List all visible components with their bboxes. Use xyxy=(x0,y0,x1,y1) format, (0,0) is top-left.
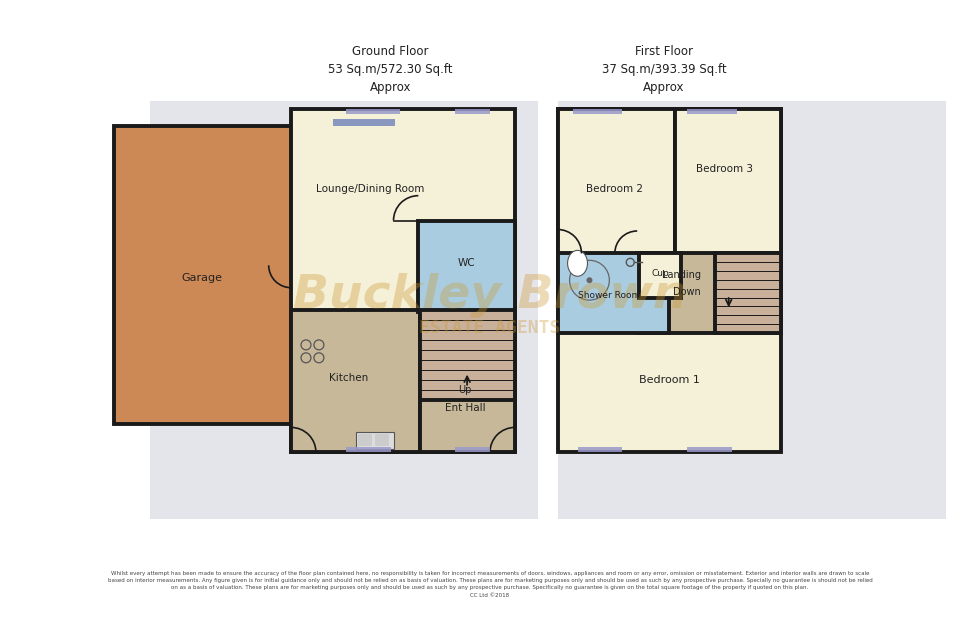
Bar xyxy=(150,101,538,519)
Bar xyxy=(346,447,391,453)
Text: Lounge/Dining Room: Lounge/Dining Room xyxy=(317,184,425,194)
Text: Bedroom 1: Bedroom 1 xyxy=(639,375,700,385)
Bar xyxy=(639,253,681,298)
Bar xyxy=(558,253,669,333)
Bar xyxy=(358,435,371,446)
Circle shape xyxy=(586,278,593,283)
Text: Ground Floor
53 Sq.m/572.30 Sq.ft
Approx: Ground Floor 53 Sq.m/572.30 Sq.ft Approx xyxy=(328,45,453,94)
Bar xyxy=(291,310,420,453)
Bar xyxy=(714,253,781,333)
Bar xyxy=(420,310,514,453)
Text: Ent Hall: Ent Hall xyxy=(445,403,485,413)
Bar xyxy=(455,109,490,114)
Bar xyxy=(558,101,946,519)
Bar xyxy=(572,109,622,114)
Text: Bedroom 3: Bedroom 3 xyxy=(696,164,754,174)
Bar xyxy=(675,109,781,256)
Text: WC: WC xyxy=(458,258,475,269)
Bar xyxy=(114,126,293,424)
Text: Cup: Cup xyxy=(651,269,669,278)
Text: Kitchen: Kitchen xyxy=(329,372,368,383)
Text: ESTATE AGENTS: ESTATE AGENTS xyxy=(419,319,561,337)
Bar xyxy=(637,253,781,333)
Bar xyxy=(374,435,388,446)
Text: Whilst every attempt has been made to ensure the accuracy of the floor plan cont: Whilst every attempt has been made to en… xyxy=(108,570,872,598)
Bar xyxy=(687,109,737,114)
Bar xyxy=(558,109,781,453)
Text: Buckley Brown: Buckley Brown xyxy=(293,272,687,318)
Bar xyxy=(577,447,622,453)
Text: Up: Up xyxy=(459,385,471,395)
Ellipse shape xyxy=(567,251,587,276)
Bar xyxy=(333,119,395,126)
Text: Down: Down xyxy=(673,287,701,297)
Bar xyxy=(346,109,401,114)
Bar xyxy=(418,221,514,312)
Text: Garage: Garage xyxy=(181,273,222,283)
Bar xyxy=(420,310,514,399)
Text: Bedroom 2: Bedroom 2 xyxy=(586,184,643,194)
Bar xyxy=(291,109,514,453)
Bar xyxy=(356,433,394,449)
Text: Shower Room: Shower Room xyxy=(578,290,641,299)
Bar xyxy=(558,109,675,256)
Bar xyxy=(687,447,732,453)
Text: First Floor
37 Sq.m/393.39 Sq.ft
Approx: First Floor 37 Sq.m/393.39 Sq.ft Approx xyxy=(602,45,726,94)
Bar xyxy=(455,447,490,453)
Text: Landing: Landing xyxy=(662,271,702,280)
